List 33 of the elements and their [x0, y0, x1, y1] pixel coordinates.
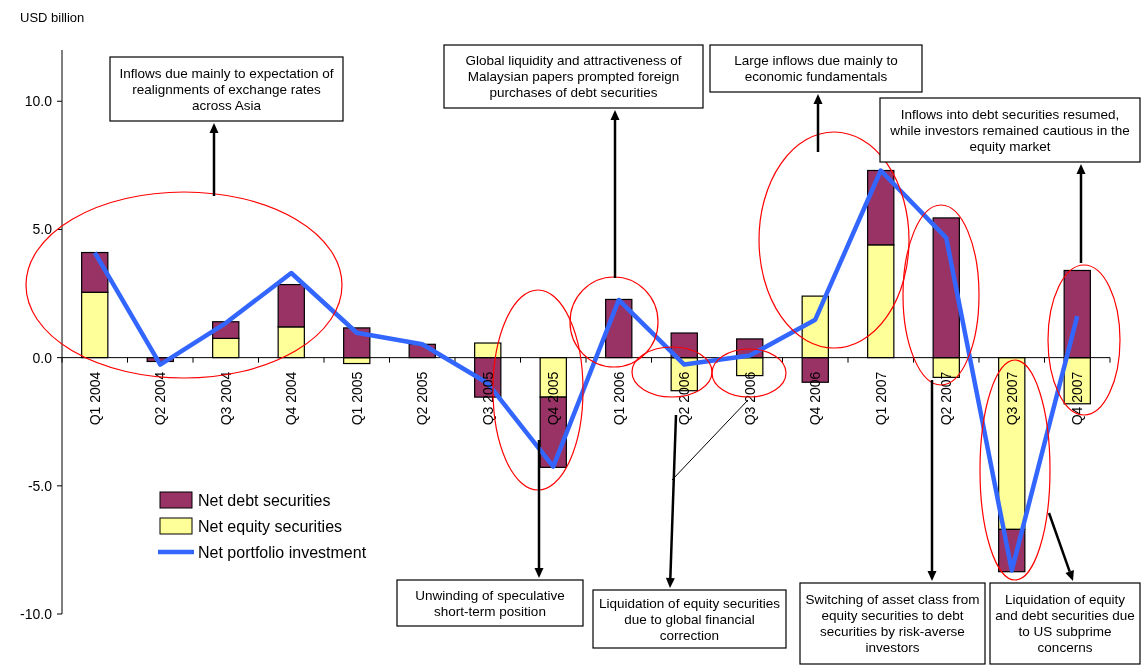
y-tick-label: -10.0 [20, 605, 53, 622]
x-tick-label: Q1 2005 [348, 371, 365, 426]
legend-label: Net debt securities [198, 491, 331, 509]
x-tick-label: Q2 2006 [676, 371, 693, 426]
x-tick-label: Q4 2007 [1069, 371, 1086, 426]
x-tick-label: Q2 2004 [152, 371, 169, 426]
x-tick-label: Q1 2004 [86, 371, 103, 426]
annotation: Unwinding of speculative short-term position [415, 587, 565, 619]
legend-label: Net equity securities [198, 517, 343, 535]
x-tick-label: Q4 2005 [545, 371, 562, 426]
annotation: Global liquidity and attractiveness of Malaysian papers prompted foreign purchases of debt securities [465, 53, 682, 101]
x-tick-label: Q3 2007 [1003, 371, 1020, 426]
annotation: Inflows due mainly to expectation of realignments of exchange rates across Asia [119, 65, 334, 113]
y-axis-title: USD billion [20, 10, 85, 25]
y-tick-label: 10.0 [24, 93, 53, 110]
annotation: Liquidation of equity and debt securities due to US subprime concerns [995, 592, 1135, 656]
y-tick-label: 0.0 [32, 349, 53, 366]
x-tick-label: Q4 2006 [807, 371, 824, 426]
x-tick-label: Q1 2007 [872, 371, 889, 426]
annotation: Liquidation of equity securities due to global financial correction [599, 595, 781, 643]
x-tick-label: Q2 2005 [414, 371, 431, 426]
x-tick-label: Q2 2007 [938, 371, 955, 426]
legend-label: Net portfolio investment [198, 543, 367, 561]
x-tick-label: Q3 2006 [741, 371, 758, 426]
annotation: Inflows into debt securities resumed, while investors remained cautious in the equity market [889, 106, 1130, 154]
annotation: Switching of asset class from equity securities to debt securities by risk-averse investors [805, 592, 980, 656]
y-tick-label: -5.0 [27, 477, 53, 494]
x-tick-label: Q1 2006 [610, 371, 627, 426]
x-tick-label: Q3 2004 [217, 371, 234, 426]
annotation: Large inflows due mainly to economic fundamentals [734, 53, 898, 85]
x-tick-label: Q3 2005 [479, 371, 496, 426]
y-tick-label: 5.0 [32, 221, 53, 238]
x-tick-label: Q4 2004 [283, 371, 300, 426]
